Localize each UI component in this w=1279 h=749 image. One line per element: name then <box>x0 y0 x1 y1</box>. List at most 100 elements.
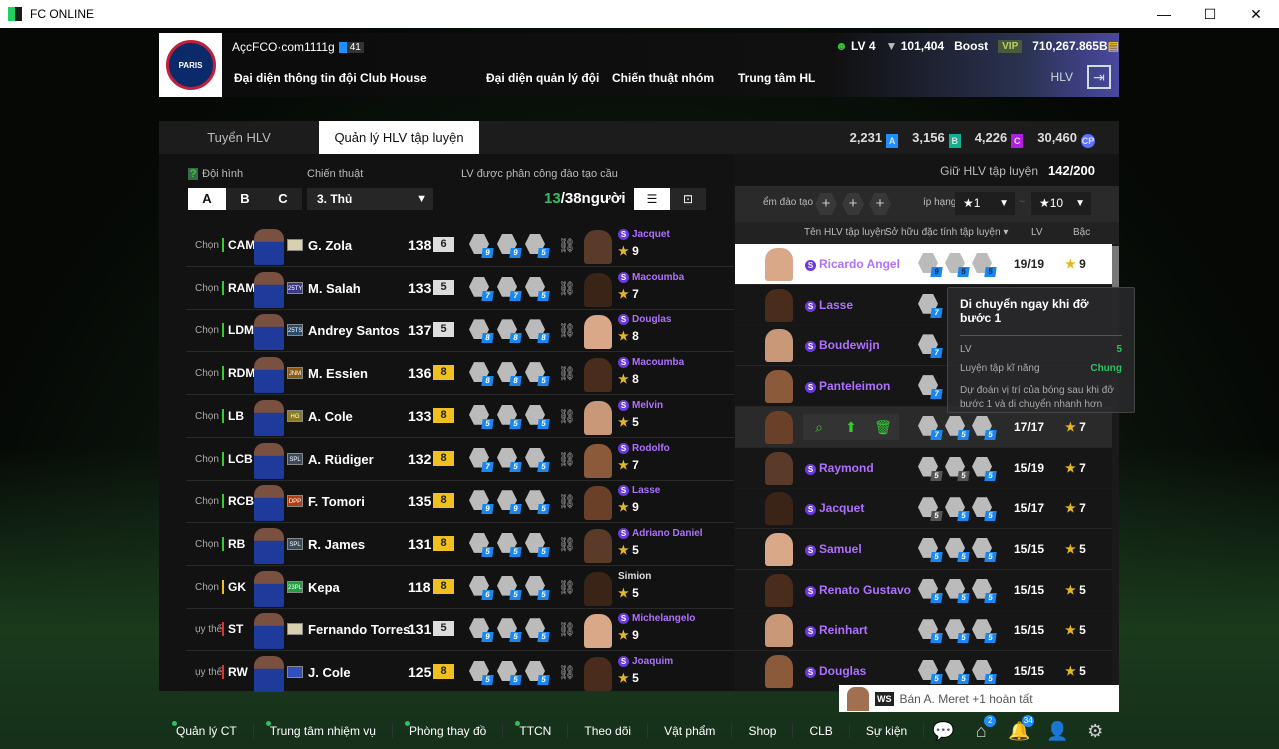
select-button[interactable]: Chọn <box>195 325 219 337</box>
select-button[interactable]: Chọn <box>195 368 219 380</box>
training-skill-icon[interactable]: 7 <box>918 334 943 359</box>
lineup-row[interactable]: Chọn RCB DPP F. Tomori 135 8 9 9 5 ⛓ S Lass… <box>186 481 734 524</box>
formation-b[interactable]: B <box>226 188 264 210</box>
lineup-row[interactable]: Chọn LCB SPL A. Rüdiger 132 8 7 5 5 ⛓ S Rod… <box>186 439 734 481</box>
mail-icon[interactable]: ⌂ 2 <box>962 714 1000 742</box>
training-skill-icon[interactable]: 5 <box>972 537 997 562</box>
training-skill-icon[interactable]: 5 <box>972 253 997 277</box>
training-skill-icon[interactable]: 9 <box>497 234 522 258</box>
col-grade[interactable]: Bậc <box>1073 227 1091 238</box>
training-skill-icon[interactable]: 5 <box>497 618 522 643</box>
minimize-button[interactable]: — <box>1157 6 1171 22</box>
select-button[interactable]: Chọn <box>195 538 219 550</box>
coach-avatar[interactable] <box>584 315 612 350</box>
training-skill-icon[interactable]: 5 <box>497 404 522 429</box>
training-skill-icon[interactable]: 5 <box>525 234 550 258</box>
add-filter-2-button[interactable]: + <box>842 193 864 215</box>
training-skill-icon[interactable]: 8 <box>497 319 522 344</box>
bottom-nav-item[interactable]: Vật phẩm <box>648 724 733 738</box>
bottom-nav-item[interactable]: Phòng thay đồ <box>393 721 504 738</box>
training-skill-icon[interactable]: 7 <box>918 415 943 440</box>
coach-avatar[interactable] <box>584 230 612 264</box>
training-skill-icon[interactable]: 5 <box>945 253 970 277</box>
link-icon[interactable]: ⛓ <box>558 450 576 467</box>
training-skill-icon[interactable]: 5 <box>525 661 550 685</box>
training-skill-icon[interactable]: 5 <box>972 619 997 644</box>
bottom-nav-item[interactable]: Sự kiện <box>850 724 925 738</box>
training-skill-icon[interactable]: 5 <box>972 497 997 522</box>
lineup-row[interactable]: Chọn RAM 25TY M. Salah 133 5 7 7 5 ⛓ S Maco… <box>186 268 734 310</box>
training-skill-icon[interactable]: 5 <box>945 456 970 481</box>
bell-icon[interactable]: 🔔 34 <box>1007 714 1035 741</box>
link-icon[interactable]: ⛓ <box>558 621 576 638</box>
formation-a[interactable]: A <box>188 188 226 210</box>
coach-avatar[interactable] <box>584 486 612 521</box>
link-icon[interactable]: ⛓ <box>558 237 576 253</box>
add-filter-1-button[interactable]: + <box>815 193 837 215</box>
training-skill-icon[interactable]: 5 <box>945 497 970 522</box>
link-icon[interactable]: ⛓ <box>558 535 576 552</box>
coach-row[interactable]: S Renato Gustavo 5 5 5 15/15 ★ 5 <box>735 569 1112 611</box>
coach-row[interactable]: S Reinhart 5 5 5 15/15 ★ 5 <box>735 610 1112 652</box>
training-skill-icon[interactable]: 5 <box>918 619 943 644</box>
scrollbar-thumb[interactable] <box>1112 246 1119 288</box>
training-skill-icon[interactable]: 5 <box>918 660 943 684</box>
bottom-nav-item[interactable]: Theo dõi <box>568 724 649 738</box>
link-icon[interactable]: ⛓ <box>558 407 576 424</box>
nav-tactics[interactable]: Chiến thuật nhóm <box>612 71 714 85</box>
trash-icon[interactable]: 🗑 <box>874 418 892 435</box>
coach-avatar[interactable] <box>584 400 612 435</box>
upgrade-icon[interactable]: ⬆ <box>845 418 857 435</box>
scrollbar[interactable] <box>1112 244 1119 691</box>
notification-toast[interactable]: WS Bán A. Meret +1 hoàn tất <box>839 685 1119 712</box>
select-button[interactable]: Chọn <box>195 453 219 465</box>
training-skill-icon[interactable]: 9 <box>469 490 494 515</box>
link-icon[interactable]: ⛓ <box>558 322 576 339</box>
coach-row[interactable]: S Raymond 5 5 5 15/19 ★ 7 <box>735 447 1112 489</box>
training-skill-icon[interactable]: 5 <box>469 532 494 557</box>
select-button[interactable]: Chọn <box>195 410 219 422</box>
lineup-row[interactable]: Chọn GK 23PL Kepa 118 8 6 5 5 ⛓ Simion ★ 5 <box>186 567 734 609</box>
col-skills-sort[interactable]: Sở hữu đặc tính tập luyện ▾ <box>885 227 1009 238</box>
training-skill-icon[interactable]: 5 <box>497 661 522 685</box>
training-skill-icon[interactable]: 8 <box>525 319 550 344</box>
training-skill-icon[interactable]: 5 <box>918 497 943 522</box>
training-skill-icon[interactable]: 5 <box>945 578 970 603</box>
training-skill-icon[interactable]: 5 <box>469 404 494 429</box>
training-skill-icon[interactable]: 5 <box>525 362 550 387</box>
tab-recruit[interactable]: Tuyển HLV <box>207 130 271 145</box>
add-filter-3-button[interactable]: + <box>869 193 891 215</box>
coach-avatar[interactable] <box>584 657 612 691</box>
training-skill-icon[interactable]: 5 <box>525 575 550 600</box>
coach-row[interactable]: S Ricardo Angel 9 5 5 19/19 ★ 9 <box>735 244 1112 285</box>
training-skill-icon[interactable]: 7 <box>469 447 494 472</box>
training-skill-icon[interactable]: 9 <box>469 618 494 643</box>
training-skill-icon[interactable]: 5 <box>972 456 997 481</box>
select-button[interactable]: Chọn <box>195 581 219 593</box>
training-skill-icon[interactable]: 5 <box>918 578 943 603</box>
col-name[interactable]: Tên HLV tập luyện <box>804 227 887 238</box>
bottom-nav-item[interactable]: TTCN <box>503 721 569 738</box>
training-skill-icon[interactable]: 5 <box>525 532 550 557</box>
nav-team-info[interactable]: Đại diện thông tin đội <box>234 71 357 85</box>
nav-manager-rep[interactable]: Đại diện quản lý đội <box>486 71 600 85</box>
select-button[interactable]: Chọn <box>195 240 219 251</box>
training-skill-icon[interactable]: 7 <box>918 375 943 400</box>
select-button[interactable]: ụy thế <box>195 624 223 636</box>
training-skill-icon[interactable]: 6 <box>469 575 494 600</box>
link-icon[interactable]: ⛓ <box>558 279 576 296</box>
hlv-exit-button[interactable]: HLV ⇥ <box>1051 65 1111 89</box>
training-skill-icon[interactable]: 8 <box>469 319 494 344</box>
coach-avatar[interactable] <box>584 571 612 606</box>
select-button[interactable]: ụy thế <box>195 667 223 678</box>
club-crest[interactable]: PARIS <box>159 33 222 97</box>
rank-from-select[interactable]: ★1 ▼ <box>955 192 1015 215</box>
coach-avatar[interactable] <box>584 358 612 393</box>
training-skill-icon[interactable]: 5 <box>972 415 997 440</box>
bottom-nav-item[interactable]: Shop <box>732 724 794 738</box>
training-skill-icon[interactable]: 5 <box>525 276 550 301</box>
bottom-nav-item[interactable]: Trung tâm nhiệm vụ <box>254 721 393 738</box>
link-icon[interactable]: ⛓ <box>558 365 576 382</box>
training-skill-icon[interactable]: 5 <box>972 578 997 603</box>
